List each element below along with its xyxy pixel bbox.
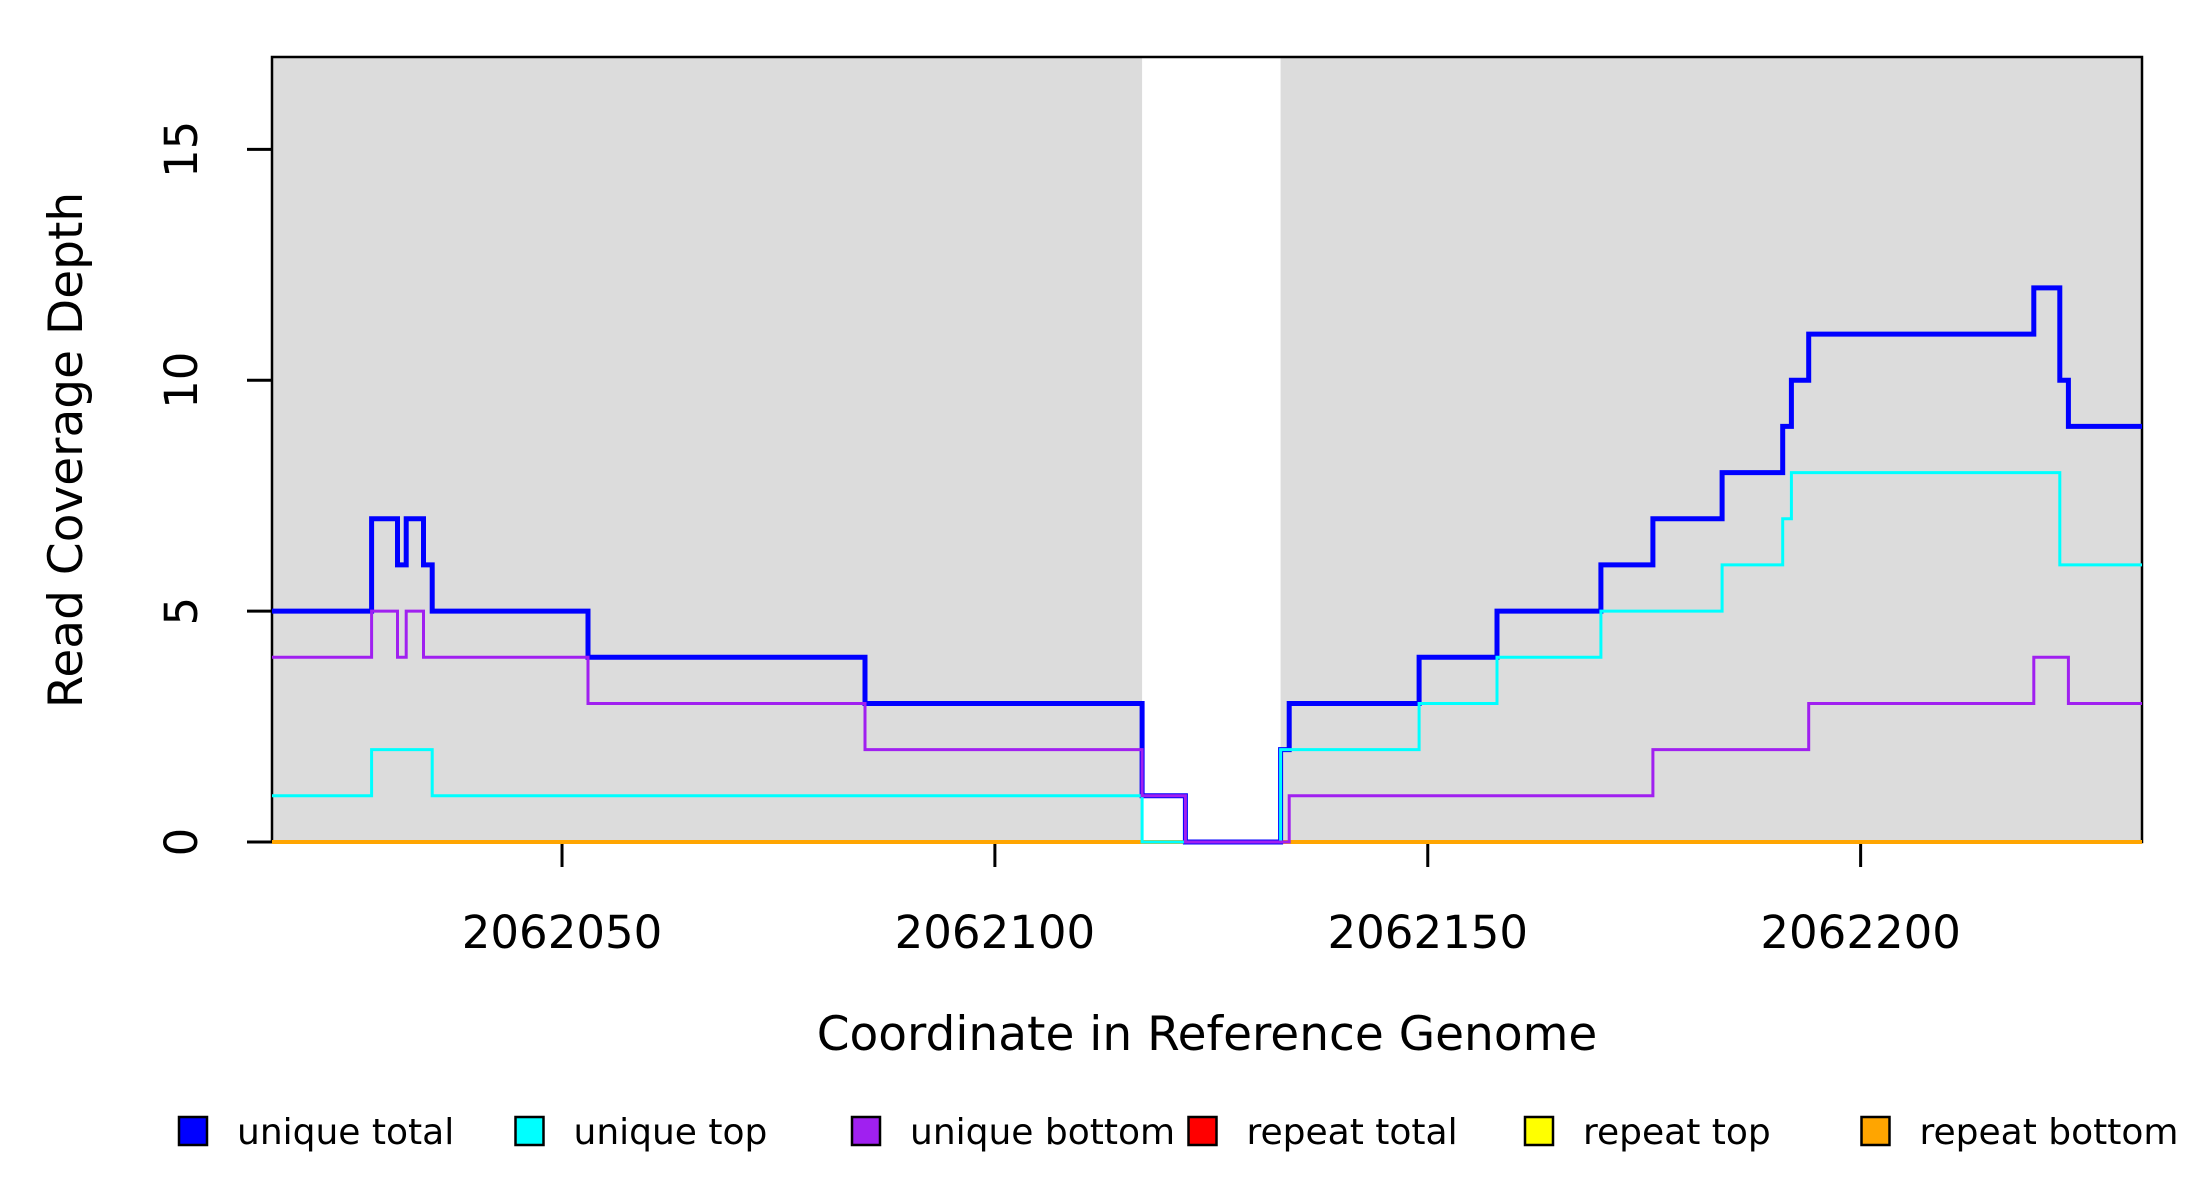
legend-label-unique-bottom: unique bottom xyxy=(910,1112,1175,1153)
legend-label-repeat-top: repeat top xyxy=(1583,1112,1771,1153)
y-tick-label: 15 xyxy=(155,121,208,178)
legend-label-unique-top: unique top xyxy=(574,1112,768,1153)
shaded-region-1 xyxy=(1280,57,2142,842)
shaded-region-0 xyxy=(272,57,1143,842)
legend-swatch-repeat-top xyxy=(1523,1115,1555,1147)
x-tick-label: 2062100 xyxy=(895,906,1095,959)
legend-label-repeat-total: repeat total xyxy=(1247,1112,1458,1153)
y-tick-label: 10 xyxy=(155,352,208,409)
legend-swatch-unique-total xyxy=(177,1115,209,1147)
legend-swatch-unique-bottom xyxy=(850,1115,882,1147)
x-tick-label: 2062050 xyxy=(462,906,662,959)
legend-swatch-unique-top xyxy=(514,1115,545,1147)
y-tick-label: 0 xyxy=(155,828,208,857)
y-axis-title: Read Coverage Depth xyxy=(39,192,94,708)
x-tick-label: 2062150 xyxy=(1328,906,1528,959)
series-path-unique-total xyxy=(272,285,2142,845)
y-tick-label: 5 xyxy=(155,597,208,626)
x-axis-title: Coordinate in Reference Genome xyxy=(817,1007,1598,1062)
series-path-unique-top xyxy=(272,471,2142,844)
series-path-unique-bottom xyxy=(272,609,2142,844)
legend-swatch-repeat-bottom xyxy=(1860,1115,1891,1147)
legend-swatch-repeat-total xyxy=(1187,1115,1218,1147)
legend-label-unique-total: unique total xyxy=(237,1112,454,1153)
legend-label-repeat-bottom: repeat bottom xyxy=(1920,1112,2179,1153)
x-tick-label: 2062200 xyxy=(1760,906,1960,959)
